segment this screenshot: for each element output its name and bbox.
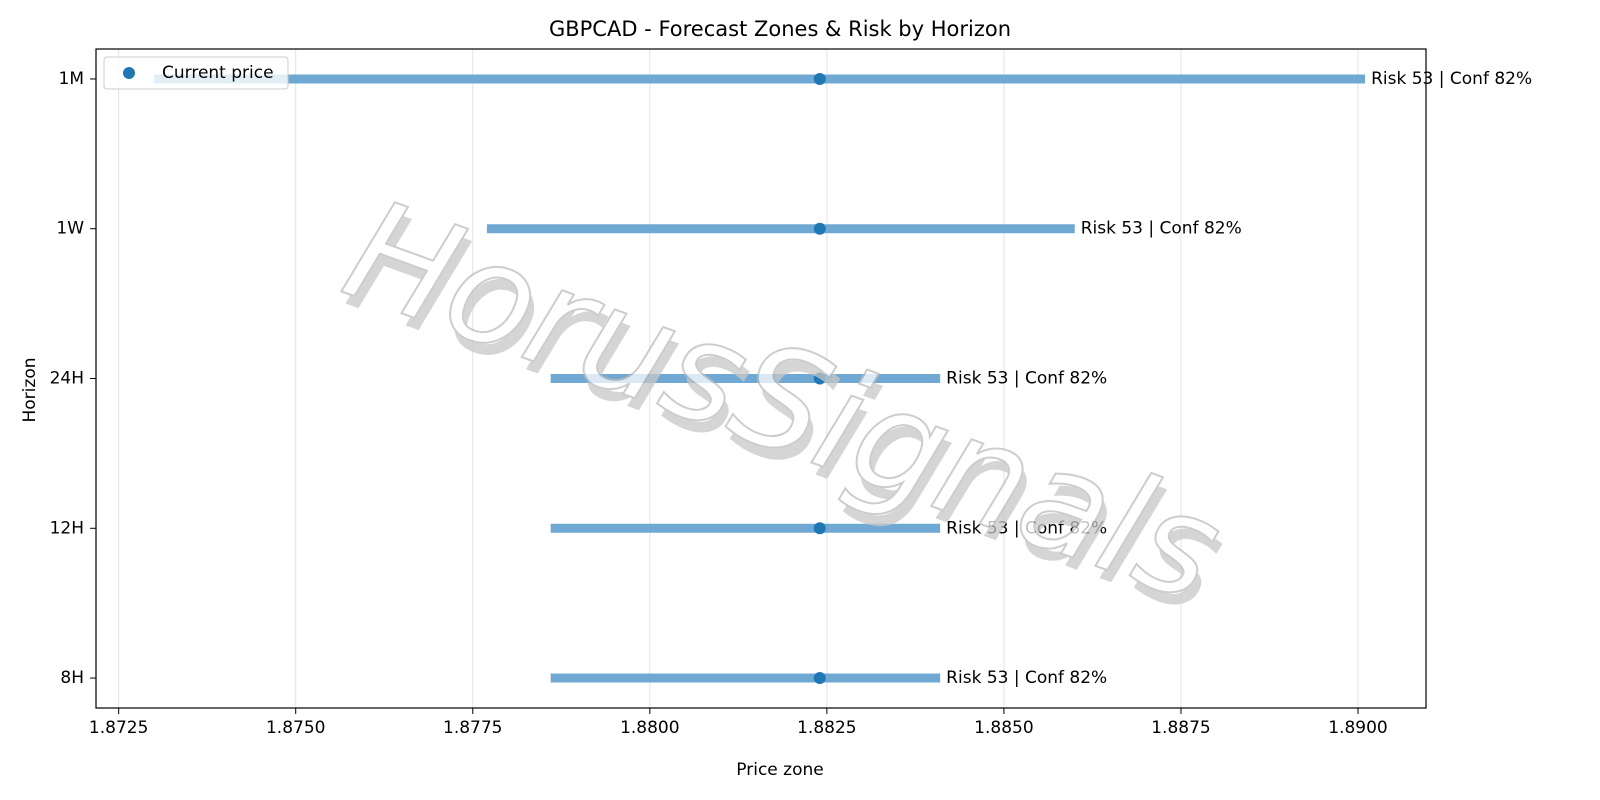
current-price-dot <box>813 522 826 535</box>
current-price-dot <box>813 72 826 85</box>
current-price-dot <box>813 222 826 235</box>
y-tick-label: 12H <box>50 518 84 538</box>
current-price-dot <box>813 672 826 685</box>
x-tick-label: 1.8850 <box>974 718 1033 738</box>
x-tick-label: 1.8900 <box>1328 718 1387 738</box>
y-axis-label: Horizon <box>20 358 40 423</box>
legend-box <box>103 56 289 90</box>
annotation: Risk 53 | Conf 82% <box>1081 219 1242 239</box>
legend-marker <box>123 67 135 79</box>
x-tick-label: 1.8875 <box>1151 718 1210 738</box>
y-tick-label: 24H <box>50 369 84 389</box>
annotation: Risk 53 | Conf 82% <box>946 369 1107 389</box>
x-axis-label: Price zone <box>736 760 823 780</box>
annotation: Risk 53 | Conf 82% <box>1371 69 1532 89</box>
x-tick-label: 1.8800 <box>620 718 679 738</box>
x-tick-label: 1.8725 <box>89 718 148 738</box>
current-price-dot <box>813 372 826 385</box>
x-tick-label: 1.8825 <box>797 718 856 738</box>
x-tick-label: 1.8750 <box>266 718 325 738</box>
y-tick-label: 1W <box>56 219 84 239</box>
y-tick-label: 1M <box>59 69 84 89</box>
annotation: Risk 53 | Conf 82% <box>946 518 1107 538</box>
chart-title: GBPCAD - Forecast Zones & Risk by Horizo… <box>549 17 1011 41</box>
legend: Current price <box>103 56 289 90</box>
annotation: Risk 53 | Conf 82% <box>946 668 1107 688</box>
legend-label: Current price <box>162 63 274 83</box>
y-tick-label: 8H <box>60 668 84 688</box>
x-tick-label: 1.8775 <box>443 718 502 738</box>
